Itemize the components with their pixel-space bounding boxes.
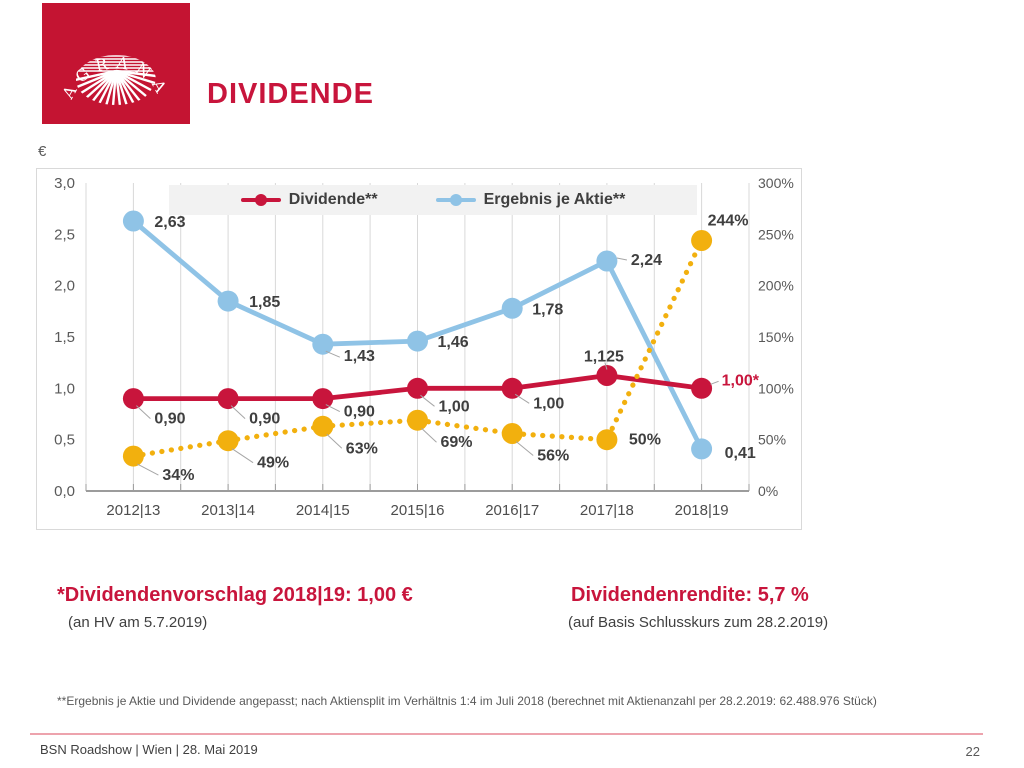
chart-canvas: 3,0 2,5 2,0 1,5 1,0 0,5 0,0 300% 250% 200% 150% 100…	[37, 169, 801, 529]
svg-text:0,5: 0,5	[54, 432, 75, 449]
logo-field-icon	[76, 55, 156, 105]
series-percent-line: 34% 49% 63% 69% 56% 50% 244%	[122, 213, 749, 484]
chart-y-axis-right-labels: 300% 250% 200% 150% 100% 50% 0%	[758, 175, 794, 499]
svg-text:1,125: 1,125	[584, 349, 624, 366]
dividende-line-icon	[240, 194, 281, 206]
chart-x-axis	[85, 484, 750, 492]
legend-item-ergebnis-je-aktie: Ergebnis je Aktie**	[435, 191, 626, 209]
legend-label: Ergebnis je Aktie**	[483, 191, 626, 208]
chart-legend: Dividende** Ergebnis je Aktie**	[169, 185, 697, 215]
svg-text:244%: 244%	[708, 213, 749, 230]
svg-text:1,5: 1,5	[54, 329, 75, 346]
svg-text:1,00: 1,00	[439, 398, 470, 415]
svg-text:3,0: 3,0	[54, 175, 75, 192]
svg-text:0,90: 0,90	[154, 411, 185, 428]
dividend-chart: 3,0 2,5 2,0 1,5 1,0 0,5 0,0 300% 250% 200% 150% 100…	[36, 168, 802, 530]
svg-text:2018|19: 2018|19	[675, 502, 729, 519]
agrana-logo: AGRANA	[42, 3, 190, 124]
svg-text:0,0: 0,0	[54, 483, 75, 500]
svg-text:2,0: 2,0	[54, 278, 75, 295]
svg-text:0,41: 0,41	[725, 445, 756, 462]
svg-text:50%: 50%	[758, 432, 786, 448]
chart-x-axis-labels: 2012|13 2013|14 2014|15 2015|16 2016|17 2017|…	[106, 502, 728, 519]
page-number: 22	[965, 744, 980, 759]
svg-text:1,85: 1,85	[249, 294, 280, 311]
dividend-proposal-subtitle: (an HV am 5.7.2019)	[68, 614, 208, 631]
svg-text:1,78: 1,78	[532, 301, 563, 318]
chart-y-axis-left-labels: 3,0 2,5 2,0 1,5 1,0 0,5 0,0	[54, 175, 75, 500]
svg-text:34%: 34%	[162, 467, 194, 484]
svg-text:2015|16: 2015|16	[391, 502, 445, 519]
svg-text:63%: 63%	[346, 440, 378, 457]
svg-text:1,46: 1,46	[438, 334, 469, 351]
svg-text:150%: 150%	[758, 329, 794, 345]
svg-text:1,43: 1,43	[344, 348, 375, 365]
axis-unit-label: €	[38, 143, 47, 160]
ergebnis-line-icon	[435, 194, 476, 206]
svg-text:69%: 69%	[441, 434, 473, 451]
footer-divider	[30, 733, 983, 735]
dividend-yield-title: Dividendenrendite: 5,7 %	[571, 584, 809, 606]
svg-text:49%: 49%	[257, 455, 289, 472]
logo-background	[42, 3, 190, 124]
svg-text:2,5: 2,5	[54, 226, 75, 243]
svg-text:2,63: 2,63	[154, 214, 185, 231]
svg-text:250%: 250%	[758, 226, 794, 242]
svg-text:300%: 300%	[758, 175, 794, 191]
page-title: DIVIDENDE	[207, 78, 374, 110]
dividend-yield-subtitle: (auf Basis Schlusskurs zum 28.2.2019)	[568, 614, 829, 631]
legend-label: Dividende**	[288, 191, 378, 208]
svg-text:56%: 56%	[537, 448, 569, 465]
svg-text:0%: 0%	[758, 483, 778, 499]
footer-text: BSN Roadshow | Wien | 28. Mai 2019	[40, 742, 258, 757]
svg-text:1,00*: 1,00*	[722, 372, 760, 389]
legend-item-dividende: Dividende**	[240, 191, 378, 209]
chart-svg: 3,0 2,5 2,0 1,5 1,0 0,5 0,0 300% 250% 200% 150% 100…	[54, 175, 794, 519]
svg-text:0,90: 0,90	[249, 411, 280, 428]
svg-text:2017|18: 2017|18	[580, 502, 634, 519]
svg-text:50%: 50%	[629, 432, 661, 449]
footnote: **Ergebnis je Aktie und Dividende angepa…	[57, 694, 877, 708]
svg-text:1,00: 1,00	[533, 395, 564, 412]
series-ergebnis-je-aktie: 2,63 1,85 1,43 1,46 1,78 2,24 0,41	[122, 210, 756, 462]
dividend-proposal-title: *Dividendenvorschlag 2018|19: 1,00 €	[57, 584, 413, 606]
svg-text:2014|15: 2014|15	[296, 502, 350, 519]
svg-text:2012|13: 2012|13	[106, 502, 160, 519]
svg-text:0,90: 0,90	[344, 404, 375, 421]
svg-text:1,0: 1,0	[54, 380, 75, 397]
svg-text:2013|14: 2013|14	[201, 502, 255, 519]
svg-text:2,24: 2,24	[631, 252, 662, 269]
svg-text:100%: 100%	[758, 380, 794, 396]
series-dividende: 0,90 0,90 0,90 1,00 1,00 1,125 1,00*	[122, 349, 760, 428]
svg-text:2016|17: 2016|17	[485, 502, 539, 519]
svg-text:200%: 200%	[758, 278, 794, 294]
